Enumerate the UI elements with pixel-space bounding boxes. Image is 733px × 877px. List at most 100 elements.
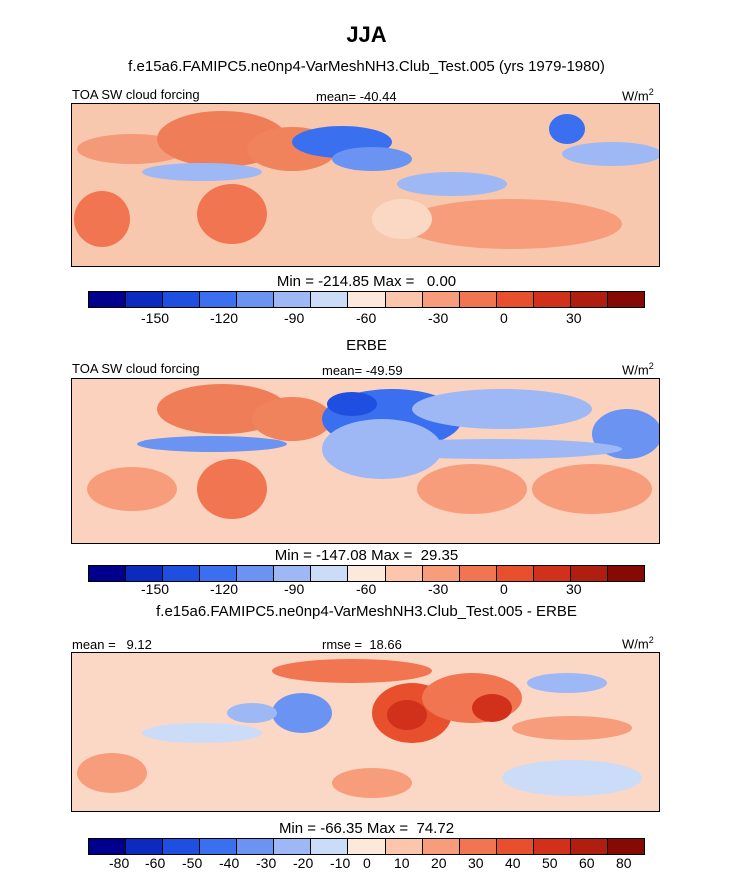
panel2-map <box>71 378 660 544</box>
panel1-field-patch <box>74 191 130 247</box>
colorbar-box <box>348 839 386 854</box>
colorbar-box <box>607 566 644 581</box>
panel1-minmax: Min = -214.85 Max = 0.00 <box>276 273 457 290</box>
colorbar-box <box>496 292 534 307</box>
panel3-rmse: rmse = 18.66 <box>322 637 402 652</box>
panel3-field-patch <box>77 753 147 793</box>
panel3-minmax: Min = -66.35 Max = 74.72 <box>278 820 455 837</box>
panel1-field-patch <box>197 184 267 244</box>
colorbar-box <box>607 292 644 307</box>
colorbar-box <box>348 292 386 307</box>
panel2-units: W/m2 <box>622 361 654 378</box>
colorbar-box <box>570 839 608 854</box>
colorbar-box <box>274 292 312 307</box>
colorbar-box <box>459 839 497 854</box>
panel3-field-patch <box>272 693 332 733</box>
panel1-label: TOA SW cloud forcing <box>72 87 200 102</box>
colorbar-box <box>163 839 201 854</box>
colorbar-box <box>385 566 423 581</box>
panel1-field-patch <box>372 199 432 239</box>
panel2-field-patch <box>532 464 652 514</box>
colorbar-tick: -150 <box>141 581 170 597</box>
colorbar-box <box>200 292 238 307</box>
colorbar-box <box>126 839 164 854</box>
panel3-field-patch <box>527 673 607 693</box>
colorbar-box <box>496 839 534 854</box>
panel2-title: ERBE <box>346 337 387 354</box>
colorbar-tick: -80 <box>109 855 130 871</box>
colorbar-box <box>311 292 349 307</box>
panel3-map <box>71 652 660 812</box>
colorbar-tick: -30 <box>428 310 449 326</box>
colorbar-tick: -30 <box>256 855 277 871</box>
colorbar-box <box>163 566 201 581</box>
colorbar-tick: -30 <box>428 581 449 597</box>
colorbar-box <box>570 292 608 307</box>
panel2-field-patch <box>412 389 592 429</box>
colorbar-box <box>422 292 460 307</box>
case-title: f.e15a6.FAMIPC5.ne0np4-VarMeshNH3.Club_T… <box>128 58 605 75</box>
colorbar-box <box>459 566 497 581</box>
colorbar-box <box>311 839 349 854</box>
colorbar-tick: 30 <box>468 855 484 871</box>
panel1-mean: mean= -40.44 <box>316 89 397 104</box>
panel1-units: W/m2 <box>622 87 654 104</box>
colorbar-tick: -90 <box>284 310 305 326</box>
colorbar-tick: 10 <box>394 855 410 871</box>
colorbar-tick: 0 <box>363 855 371 871</box>
page-title: JJA <box>346 22 387 47</box>
panel3-field-patch <box>472 694 512 722</box>
colorbar-box <box>200 566 238 581</box>
colorbar-tick: -60 <box>145 855 166 871</box>
colorbar-tick: 60 <box>579 855 595 871</box>
colorbar-box <box>385 839 423 854</box>
colorbar-tick: 30 <box>566 581 582 597</box>
panel2-mean: mean= -49.59 <box>322 363 403 378</box>
colorbar-tick: -120 <box>210 310 239 326</box>
colorbar-box <box>422 566 460 581</box>
panel2-field-patch <box>322 419 442 479</box>
colorbar-tick: -150 <box>141 310 170 326</box>
colorbar-tick: -40 <box>219 855 240 871</box>
colorbar-box <box>422 839 460 854</box>
panel2-colorbar <box>88 565 645 582</box>
colorbar-box <box>533 839 571 854</box>
colorbar-box <box>126 292 164 307</box>
colorbar-box <box>163 292 201 307</box>
panel1-field-patch <box>549 114 585 144</box>
colorbar-box <box>348 566 386 581</box>
panel3-title: f.e15a6.FAMIPC5.ne0np4-VarMeshNH3.Club_T… <box>156 603 577 620</box>
colorbar-tick: -120 <box>210 581 239 597</box>
panel3-field-patch <box>272 659 432 683</box>
colorbar-box <box>385 292 423 307</box>
colorbar-box <box>496 566 534 581</box>
panel3-field-patch <box>227 703 277 723</box>
panel3-field-patch <box>142 723 262 743</box>
panel2-minmax: Min = -147.08 Max = 29.35 <box>274 547 459 564</box>
panel2-field-patch <box>327 392 377 416</box>
colorbar-box <box>459 292 497 307</box>
colorbar-box <box>533 292 571 307</box>
colorbar-tick: 50 <box>542 855 558 871</box>
colorbar-tick: 0 <box>500 310 508 326</box>
colorbar-box <box>274 839 312 854</box>
colorbar-tick: -20 <box>293 855 314 871</box>
panel1-field-patch <box>397 172 507 196</box>
panel2-field-patch <box>137 436 287 452</box>
panel3-field-patch <box>502 760 642 796</box>
panel3-field-patch <box>387 700 427 730</box>
colorbar-tick: -50 <box>182 855 203 871</box>
colorbar-box <box>607 839 644 854</box>
colorbar-tick: -60 <box>356 310 377 326</box>
colorbar-tick: 20 <box>431 855 447 871</box>
colorbar-tick: -90 <box>284 581 305 597</box>
panel1-field-patch <box>142 163 262 181</box>
panel1-field-patch <box>402 199 622 249</box>
colorbar-box <box>237 566 275 581</box>
panel2-field-patch <box>87 467 177 511</box>
colorbar-box <box>237 839 275 854</box>
panel3-units: W/m2 <box>622 635 654 652</box>
colorbar-tick: 30 <box>566 310 582 326</box>
colorbar-box <box>311 566 349 581</box>
panel2-field-patch <box>417 464 527 514</box>
